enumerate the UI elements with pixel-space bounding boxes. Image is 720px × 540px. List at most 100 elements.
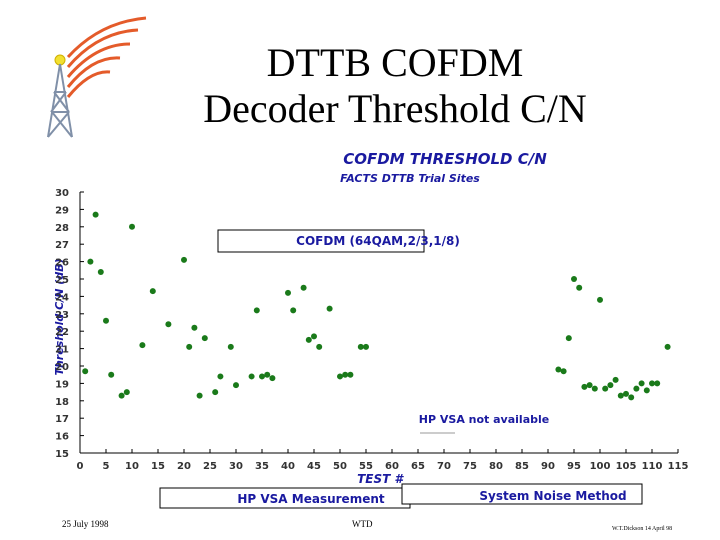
data-point: [305, 336, 312, 343]
data-point: [654, 380, 661, 387]
x-tick-label: 110: [642, 461, 663, 472]
x-tick-label: 40: [281, 461, 295, 472]
data-point: [139, 342, 146, 349]
data-point: [97, 269, 104, 276]
data-point: [233, 382, 239, 389]
data-point: [269, 375, 276, 382]
data-point: [191, 324, 198, 331]
data-point: [253, 307, 260, 314]
data-point: [664, 343, 671, 350]
data-point: [597, 296, 603, 303]
y-tick-label: 27: [55, 240, 69, 251]
footer-date: 25 July 1998: [62, 519, 109, 529]
data-point: [118, 392, 125, 399]
data-point: [316, 343, 323, 350]
data-point: [602, 385, 609, 392]
x-tick-label: 5: [103, 461, 110, 472]
data-point: [628, 394, 635, 401]
x-tick-label: 20: [177, 461, 191, 472]
data-point: [201, 335, 208, 342]
x-tick-label: 95: [567, 461, 581, 472]
footer-center: WTD: [352, 519, 373, 529]
y-tick-label: 24: [55, 292, 69, 303]
data-point: [259, 373, 265, 380]
data-point: [565, 335, 572, 342]
x-axis-label: TEST #: [357, 472, 404, 486]
x-axis-ticks: 0 5 10 15 20 25 30 35 40 45 50 55 60 65 70 75 80 85 90 95 10…: [77, 449, 689, 472]
y-tick-label: 18: [55, 397, 69, 408]
data-point: [248, 373, 255, 380]
x-tick-label: 0: [77, 461, 84, 472]
data-point: [576, 284, 583, 291]
data-point: [649, 380, 655, 387]
x-tick-label: 55: [359, 461, 373, 472]
data-point: [586, 382, 593, 389]
slide-title-line-2: Decoder Threshold C/N: [203, 86, 587, 131]
x-tick-label: 60: [385, 461, 399, 472]
y-tick-label: 29: [55, 205, 69, 216]
data-point: [363, 343, 369, 350]
y-tick-label: 25: [55, 275, 69, 286]
data-point: [633, 385, 640, 392]
y-tick-label: 22: [55, 327, 69, 338]
unavailable-note: HP VSA not available: [398, 406, 590, 446]
data-point: [571, 276, 577, 282]
config-box: COFDM (64QAM,2/3,1/8): [217, 229, 460, 253]
data-point: [617, 392, 624, 399]
slide-title: DTTB COFDM Decoder Threshold C/N: [150, 40, 640, 132]
data-point: [357, 343, 364, 350]
x-tick-label: 80: [489, 461, 503, 472]
y-tick-label: 15: [55, 449, 69, 460]
data-point: [581, 383, 588, 390]
data-point: [560, 368, 567, 375]
data-point: [300, 284, 307, 291]
y-tick-label: 30: [55, 188, 69, 199]
x-tick-label: 45: [307, 461, 321, 472]
unavailable-note-label: HP VSA not available: [419, 413, 549, 426]
x-tick-label: 115: [668, 461, 689, 472]
config-box-label: COFDM (64QAM,2/3,1/8): [296, 234, 460, 248]
data-point: [212, 389, 219, 396]
x-tick-label: 75: [463, 461, 477, 472]
x-tick-label: 30: [229, 461, 243, 472]
x-tick-label: 105: [616, 461, 637, 472]
data-point: [149, 288, 156, 295]
data-point: [87, 258, 94, 265]
x-tick-label: 10: [125, 461, 139, 472]
footer-author: W.T.Dickson 14 April 98: [612, 526, 673, 532]
data-point: [196, 392, 203, 399]
data-point: [181, 256, 187, 263]
data-point: [347, 371, 354, 378]
y-tick-label: 21: [55, 345, 69, 356]
data-point: [82, 368, 89, 375]
data-point: [165, 321, 172, 328]
y-tick-label: 26: [55, 258, 69, 269]
threshold-scatter-chart: COFDM THRESHOLD C/N FACTS DTTB Trial Sit…: [53, 150, 689, 509]
chart-title: COFDM THRESHOLD C/N: [343, 150, 547, 168]
legend-hp-vsa-label: HP VSA Measurement: [237, 492, 385, 506]
y-axis-label: Threshold C/N (dB): [53, 258, 66, 375]
chart-subtitle: FACTS DTTB Trial Sites: [340, 172, 480, 185]
data-point: [555, 366, 562, 373]
data-point: [326, 305, 333, 312]
x-tick-label: 90: [541, 461, 555, 472]
legend-hp-vsa: HP VSA Measurement: [159, 487, 411, 509]
data-point: [123, 389, 130, 396]
x-tick-label: 70: [437, 461, 451, 472]
data-point: [638, 380, 645, 387]
x-tick-label: 15: [151, 461, 165, 472]
x-tick-label: 65: [411, 461, 425, 472]
data-point: [285, 289, 291, 296]
scatter-markers: [82, 211, 671, 401]
data-point: [623, 390, 629, 397]
y-axis-ticks: 15 16 17 18 19 20 21 22 23 24 25 26 27 28 29 30: [55, 188, 84, 460]
data-point: [290, 307, 297, 314]
y-tick-label: 28: [55, 223, 69, 234]
data-point: [217, 373, 224, 380]
data-point: [108, 371, 115, 378]
x-tick-label: 25: [203, 461, 217, 472]
data-point: [129, 223, 135, 230]
x-tick-label: 50: [333, 461, 347, 472]
data-point: [612, 376, 619, 383]
x-tick-label: 100: [590, 461, 611, 472]
